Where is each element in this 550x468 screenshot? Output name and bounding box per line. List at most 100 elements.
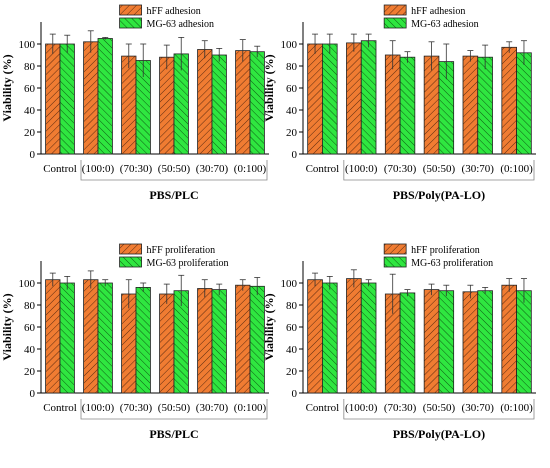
x-tick-label: (70:30) [384, 402, 417, 414]
x-tick-label: Control [306, 402, 340, 414]
category-bracket [80, 160, 268, 181]
legend-label: MG-63 adhesion [411, 19, 479, 30]
bar-hff-3 [423, 289, 440, 394]
bar-mg63-4 [477, 56, 493, 155]
bar-mg63-0 [59, 43, 75, 155]
y-axis-label: Viability (%) [0, 54, 14, 121]
bar-mg63-3 [438, 290, 455, 394]
bar-hff-2 [121, 293, 137, 394]
x-tick-label: Control [43, 163, 77, 175]
bar-hff-4 [462, 291, 479, 394]
x-tick-label: (100:0) [345, 163, 378, 175]
legend-swatch-mg63 [383, 256, 407, 268]
bar-hff-3 [159, 293, 175, 394]
y-tick-label: 0 [30, 388, 36, 400]
x-tick-label: Control [306, 163, 340, 175]
x-axis-label: PBS/PLC [149, 188, 198, 202]
x-tick-label: (0:100) [234, 402, 267, 414]
x-tick-label: (70:30) [384, 163, 417, 175]
y-tick-label: 100 [281, 39, 298, 51]
bar-mg63-5 [516, 52, 532, 155]
legend: hFF proliferation MG-63 proliferation [119, 243, 229, 269]
bar-hff-1 [83, 279, 99, 394]
legend-swatch-hff [119, 4, 142, 16]
bar-hff-0 [307, 279, 323, 394]
legend-swatch-mg63 [119, 17, 142, 29]
y-tick-label: 20 [24, 366, 36, 378]
bar-mg63-4 [477, 290, 493, 394]
legend: hFF proliferation MG-63 proliferation [383, 243, 493, 269]
category-bracket [343, 399, 535, 420]
x-tick-label: Control [43, 402, 77, 414]
legend-label: hFF adhesion [411, 6, 465, 17]
chart-panel-top-right: 0 20 40 60 80 100 Viability (%) Control (100:0) (… [262, 4, 536, 202]
y-tick-label: 100 [281, 278, 298, 290]
category-bracket [80, 399, 268, 420]
y-tick-label: 20 [286, 366, 298, 378]
y-tick-label: 0 [30, 149, 36, 161]
bar-hff-0 [45, 43, 61, 155]
y-tick-label: 20 [286, 127, 298, 139]
x-tick-label: (0:100) [234, 163, 267, 175]
x-tick-label: (50:50) [158, 163, 191, 175]
bar-mg63-4 [211, 289, 227, 394]
bar-mg63-1 [360, 40, 377, 155]
bar-mg63-2 [399, 292, 416, 394]
legend-label: MG-63 proliferation [411, 258, 493, 269]
bar-mg63-1 [97, 282, 113, 394]
bar-mg63-5 [516, 290, 532, 394]
y-tick-label: 80 [24, 300, 36, 312]
chart-panel-bottom-right: 0 20 40 60 80 100 Viability (%) Control (100:0) (… [262, 243, 536, 441]
bar-hff-5 [501, 46, 517, 155]
x-tick-label: (100:0) [82, 163, 115, 175]
legend-label: hFF proliferation [147, 245, 216, 256]
legend-label: MG-63 proliferation [147, 258, 229, 269]
x-tick-label: (70:30) [120, 163, 153, 175]
bar-mg63-1 [97, 38, 113, 155]
bar-hff-1 [83, 41, 99, 155]
y-tick-label: 80 [24, 61, 36, 73]
y-tick-label: 40 [24, 105, 36, 117]
x-tick-label: (70:30) [120, 402, 153, 414]
legend-swatch-hff [383, 4, 407, 16]
y-tick-label: 100 [19, 278, 36, 290]
x-tick-label: (50:50) [158, 402, 191, 414]
y-tick-label: 80 [286, 61, 298, 73]
bar-hff-1 [346, 42, 362, 155]
bar-mg63-2 [135, 286, 151, 394]
legend-swatch-mg63 [119, 256, 142, 268]
y-tick-label: 20 [24, 127, 36, 139]
x-tick-label: (0:100) [500, 402, 533, 414]
bar-hff-4 [462, 55, 479, 155]
y-tick-label: 40 [24, 344, 36, 356]
x-tick-label: (30:70) [462, 163, 495, 175]
x-tick-label: (30:70) [196, 402, 229, 414]
bar-hff-0 [307, 43, 323, 155]
x-axis-label: PBS/PLC [149, 427, 198, 441]
y-tick-label: 60 [24, 83, 36, 95]
bar-hff-3 [423, 55, 440, 155]
y-tick-label: 0 [292, 149, 298, 161]
bar-mg63-4 [211, 54, 227, 155]
chart-panel-bottom-left: 0 20 40 60 80 100 Viability (%) Control (100:0) (… [0, 243, 269, 441]
legend-swatch-hff [119, 243, 142, 255]
bar-mg63-2 [399, 56, 416, 155]
y-axis-label: Viability (%) [262, 293, 276, 360]
y-tick-label: 60 [286, 83, 298, 95]
bar-mg63-0 [59, 282, 75, 394]
legend-label: MG-63 adhesion [147, 19, 215, 30]
y-tick-label: 100 [19, 39, 36, 51]
bar-hff-5 [235, 284, 251, 394]
bar-hff-5 [501, 284, 517, 394]
bar-hff-5 [235, 50, 251, 155]
bar-hff-2 [121, 55, 137, 155]
x-tick-label: (30:70) [462, 402, 495, 414]
y-tick-label: 60 [24, 322, 36, 334]
chart-panel-top-left: 0 20 40 60 80 100 Viability (%) Control (100:0) (… [0, 4, 269, 202]
x-axis-label: PBS/Poly(PA-LO) [393, 427, 485, 441]
legend: hFF adhesion MG-63 adhesion [383, 4, 479, 30]
x-tick-label: (100:0) [82, 402, 115, 414]
x-axis-label: PBS/Poly(PA-LO) [393, 188, 485, 202]
y-tick-label: 40 [286, 105, 298, 117]
